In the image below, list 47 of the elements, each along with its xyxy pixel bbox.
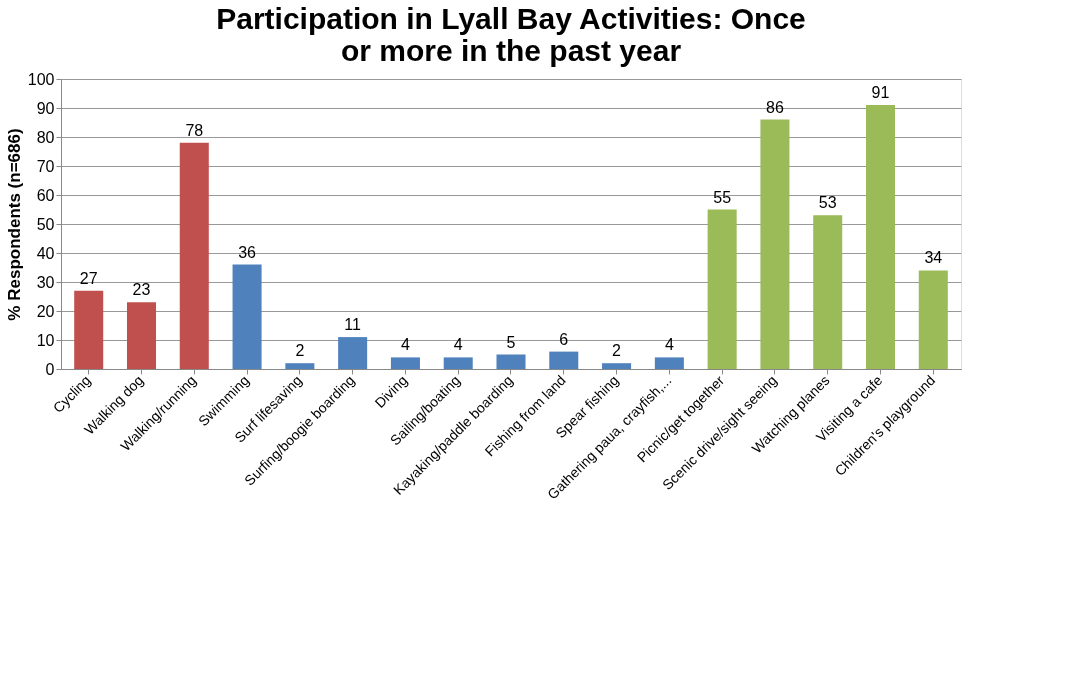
data-label: 86 [766, 98, 784, 116]
data-label: 4 [453, 336, 463, 354]
data-label: 53 [818, 194, 837, 212]
bar [760, 119, 790, 369]
y-tick-label: 70 [36, 157, 55, 175]
data-label: 2 [612, 342, 622, 360]
data-label: 23 [132, 281, 151, 299]
bar [707, 209, 737, 369]
y-tick-label: 20 [36, 302, 55, 320]
bar [179, 142, 209, 369]
bar [338, 337, 368, 369]
data-label: 4 [664, 336, 674, 354]
data-label: 34 [924, 249, 943, 267]
data-label: 6 [559, 330, 569, 348]
bar [390, 357, 420, 369]
data-label: 78 [185, 121, 204, 139]
bar [918, 270, 948, 369]
bar [74, 290, 104, 369]
bar [443, 357, 473, 369]
data-label: 55 [713, 188, 732, 206]
y-tick-label: 100 [27, 70, 55, 88]
bar [232, 264, 262, 369]
data-label: 11 [344, 316, 362, 334]
y-tick-label: 50 [36, 215, 55, 233]
y-axis-title: % Respondents (n=686) [4, 128, 24, 321]
data-label: 91 [871, 84, 890, 102]
data-label: 4 [400, 336, 410, 354]
bar [496, 354, 526, 369]
y-tick-label: 30 [36, 273, 55, 291]
y-tick-label: 40 [36, 244, 55, 262]
bar [654, 357, 684, 369]
bar [285, 363, 315, 369]
data-label: 5 [506, 333, 516, 351]
chart-title: Participation in Lyall Bay Activities: Once or more in the past year [216, 2, 806, 67]
bar [602, 363, 632, 369]
data-label: 27 [79, 269, 98, 287]
bar [126, 302, 157, 369]
y-tick-label: 80 [36, 128, 55, 146]
bar [813, 215, 843, 369]
y-tick-label: 0 [45, 360, 55, 378]
data-label: 2 [295, 342, 305, 360]
y-tick-label: 90 [36, 99, 55, 117]
y-tick-label: 60 [36, 186, 55, 204]
bar [549, 351, 579, 369]
data-label: 36 [238, 243, 257, 261]
y-tick-label: 10 [36, 331, 55, 349]
bar [865, 105, 896, 369]
